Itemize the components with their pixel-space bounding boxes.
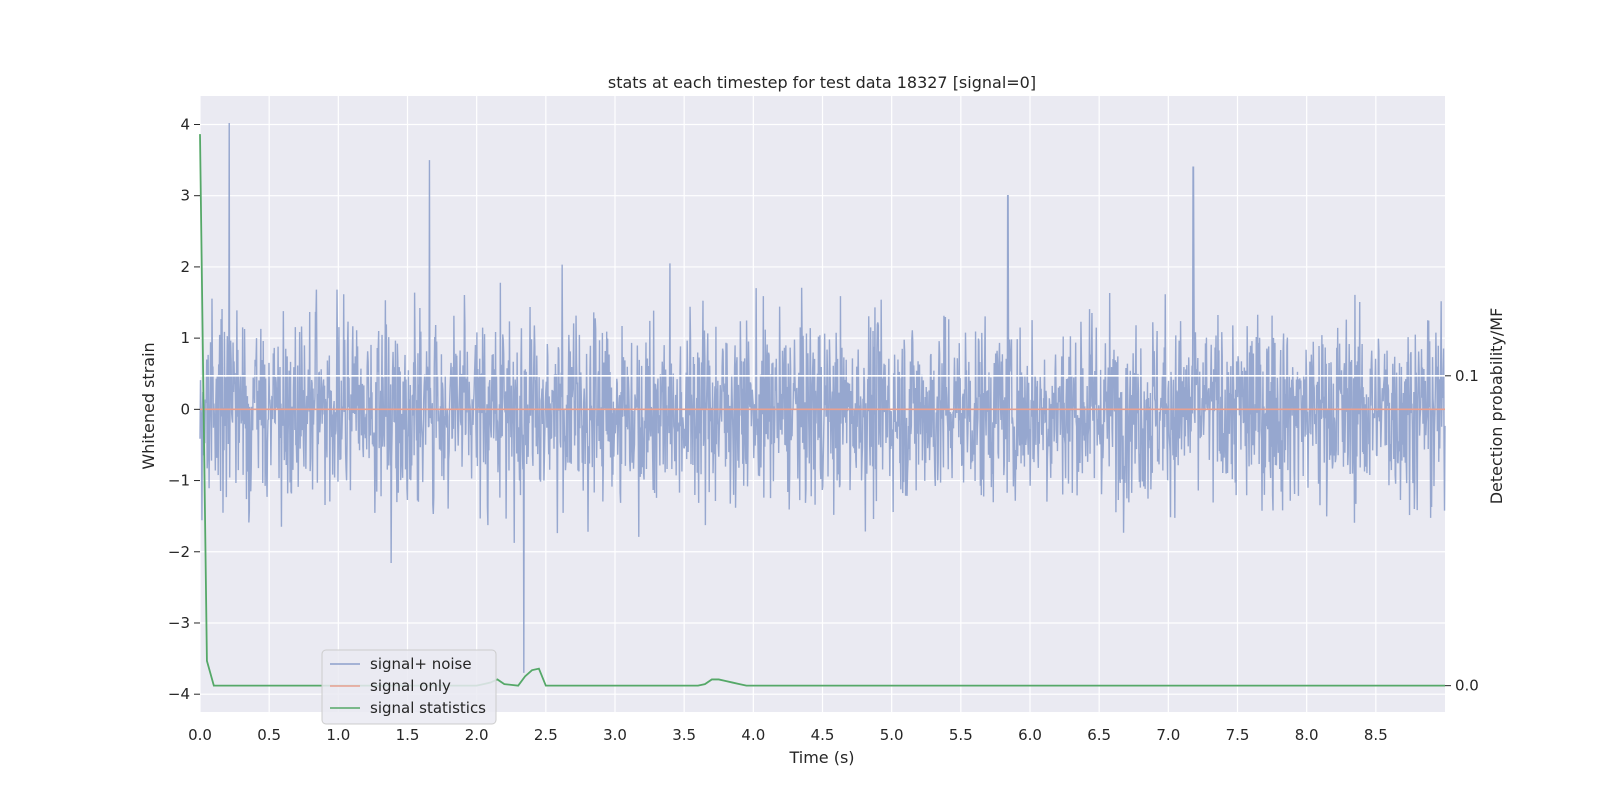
legend-label-signal-statistics: signal statistics <box>370 699 486 717</box>
x-tick-label: 3.0 <box>603 726 627 744</box>
x-tick-label: 1.0 <box>326 726 350 744</box>
y2-tick-label: 0.1 <box>1455 367 1479 385</box>
y-tick-label: 3 <box>180 187 190 205</box>
y-tick-label: 4 <box>180 115 190 133</box>
x-tick-label: 3.5 <box>672 726 696 744</box>
y2-tick-label: 0.0 <box>1455 677 1479 695</box>
signal-noise-line <box>199 123 1446 673</box>
x-tick-label: 6.5 <box>1087 726 1111 744</box>
x-tick-label: 5.5 <box>949 726 973 744</box>
y-tick-label: 2 <box>180 258 190 276</box>
x-tick-label: 8.0 <box>1295 726 1319 744</box>
y2-axis-label: Detection probability/MF <box>1487 308 1506 505</box>
x-tick-label: 0.5 <box>257 726 281 744</box>
y-tick-label: −2 <box>168 543 190 561</box>
x-tick-label: 7.0 <box>1156 726 1180 744</box>
y-tick-label: −1 <box>168 472 190 490</box>
legend: signal+ noise signal only signal statist… <box>321 649 497 725</box>
y-tick-label: −4 <box>168 685 190 703</box>
x-tick-label: 2.5 <box>534 726 558 744</box>
y-axis-ticks: 4 3 2 1 0 −1 −2 −3 −4 <box>168 115 200 703</box>
y-tick-label: 0 <box>180 400 190 418</box>
x-tick-label: 8.5 <box>1364 726 1388 744</box>
x-tick-label: 5.0 <box>880 726 904 744</box>
y-axis-label: Whitened strain <box>139 342 158 469</box>
x-tick-label: 4.5 <box>811 726 835 744</box>
x-tick-label: 1.5 <box>396 726 420 744</box>
x-tick-label: 4.0 <box>741 726 765 744</box>
legend-label-signal-only: signal only <box>370 677 451 695</box>
x-axis-ticks: 0.0 0.5 1.0 1.5 2.0 2.5 3.0 3.5 4.0 4.5 5.0 5.5 6.0 6… <box>188 726 1388 744</box>
x-tick-label: 0.0 <box>188 726 212 744</box>
x-tick-label: 6.0 <box>1018 726 1042 744</box>
y2-axis-ticks: 0.1 0.0 <box>1445 367 1479 695</box>
x-axis-label: Time (s) <box>788 748 854 767</box>
y-tick-label: −3 <box>168 614 190 632</box>
x-tick-label: 7.5 <box>1226 726 1250 744</box>
legend-label-signal-noise: signal+ noise <box>370 655 472 673</box>
y-tick-label: 1 <box>180 329 190 347</box>
x-tick-label: 2.0 <box>465 726 489 744</box>
series-signal-noise <box>199 123 1446 673</box>
chart-title: stats at each timestep for test data 183… <box>608 73 1036 92</box>
legend-box <box>321 649 497 725</box>
